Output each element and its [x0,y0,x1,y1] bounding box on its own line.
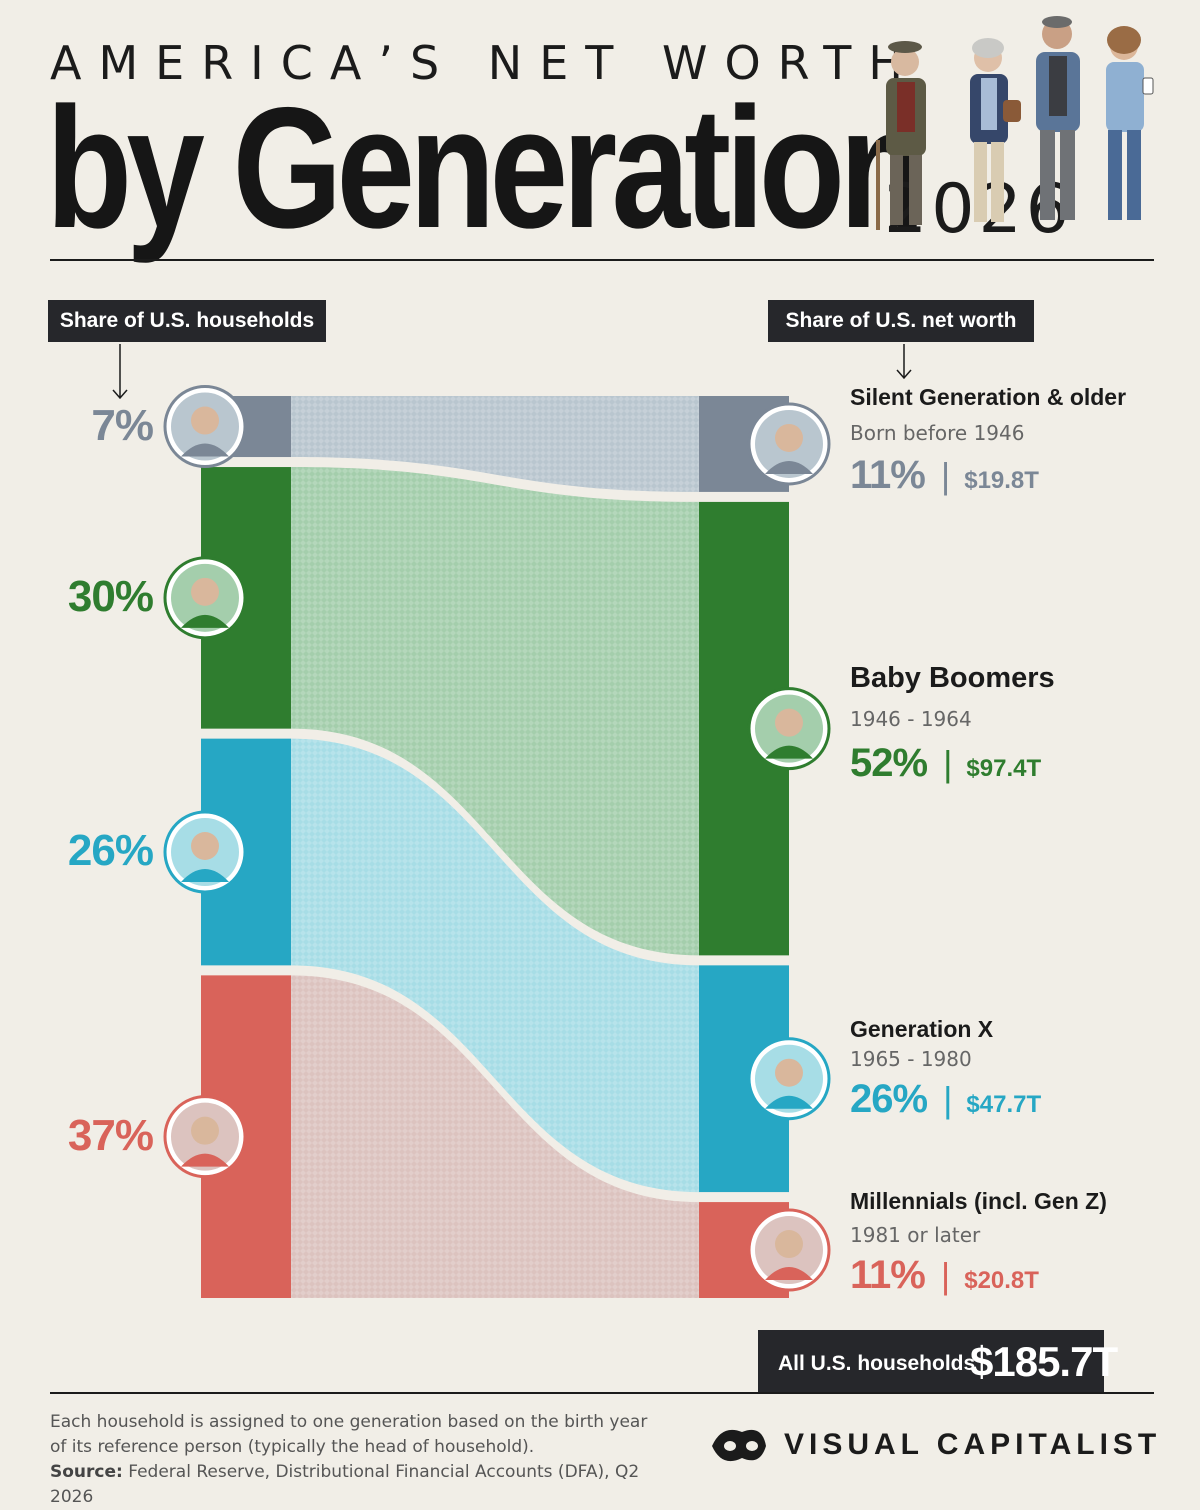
avatar-body-icon [181,869,229,882]
flow-texture-genx [291,738,699,1193]
household-share-label-genx: 26% [67,826,154,875]
total-value: $185.7T [970,1338,1118,1385]
gen-years: Born before 1946 [850,421,1025,445]
gen-stat: 26% | $47.7T [850,1077,1042,1121]
page-title: by Generation [46,72,925,264]
networth-share-label: 52% [850,741,928,785]
total-label: All U.S. households [778,1352,976,1375]
household-share-label-boomers: 30% [67,571,154,621]
gen-years: 1981 or later [850,1223,981,1247]
avatar-left-genx [163,810,247,894]
axis-arrows [112,344,912,400]
avatar-body-icon [181,614,229,628]
avatar-face-icon [775,1230,803,1259]
footer-rule [50,1392,1154,1394]
gen-info-silent: Silent Generation & older Born before 19… [850,384,1126,498]
total-badge: All U.S. households $185.7T [758,1330,1118,1394]
supertitle: AMERICA’S NET WORTH [50,36,920,90]
avatar-left-millennials [163,1095,247,1179]
flow-texture-millennials [291,975,699,1298]
household-share-label-millennials: 37% [67,1110,154,1160]
avatar-body-icon [765,1267,813,1281]
avatar-right-boomers [747,687,831,771]
networth-value-label: $19.8T [964,467,1039,494]
gen-name: Generation X [850,1016,994,1042]
avatar-face-icon [191,832,219,860]
networth-value-label: $20.8T [964,1267,1039,1294]
networth-share-label: 26% [850,1077,928,1121]
avatar-left-boomers [163,556,247,640]
gen-info-millennials: Millennials (incl. Gen Z) 1981 or later … [850,1188,1107,1298]
left-axis-label: Share of U.S. households [48,300,326,342]
avatar-body-icon [181,1153,229,1167]
household-share-label-silent: 7% [91,400,154,450]
gen-name: Silent Generation & older [850,384,1127,410]
footnote: Each household is assigned to one genera… [50,1410,650,1510]
avatar-body-icon [765,460,813,474]
avatar-face-icon [191,1116,219,1145]
gen-years: 1965 - 1980 [850,1047,972,1071]
right-arrow-icon [896,344,912,380]
avatar-face-icon [775,423,803,452]
avatar-body-icon [181,443,229,457]
left-arrow-icon [112,344,128,400]
source-label: Source: [50,1462,123,1482]
avatar-face-icon [775,708,803,737]
flow-texture-silent [291,396,699,492]
gen-stat: 52% | $97.4T [850,741,1042,785]
networth-share-label: 11% [850,1253,926,1297]
networth-value-label: $47.7T [966,1091,1042,1118]
avatar-right-silent [747,402,831,486]
avatar-body-icon [765,745,813,759]
avatar-face-icon [191,577,219,606]
source-text: Federal Reserve, Distributional Financia… [50,1462,640,1507]
avatar-face-icon [775,1058,803,1087]
avatar-face-icon [191,406,219,435]
flow-texture-boomers [291,467,699,956]
brand-name: VISUAL CAPITALIST [784,1428,1162,1461]
avatar-left-silent [163,385,247,469]
right-axis-label: Share of U.S. net worth [768,300,1034,342]
avatar-right-genx [747,1037,831,1121]
gen-info-boomers: Baby Boomers 1946 - 1964 52% | $97.4T [850,662,1055,786]
networth-share-label: 11% [850,453,926,497]
gen-name: Baby Boomers [850,662,1055,694]
avatar-body-icon [765,1095,813,1109]
networth-value-label: $97.4T [966,755,1042,782]
footnote-text: Each household is assigned to one genera… [50,1412,648,1457]
gen-years: 1946 - 1964 [850,707,972,731]
gen-stat: 11% | $20.8T [850,1253,1039,1297]
avatar-right-millennials [747,1208,831,1292]
gen-name: Millennials (incl. Gen Z) [850,1188,1107,1214]
gen-info-genx: Generation X 1965 - 1980 26% | $47.7T [850,1016,1041,1122]
header-rule [50,259,1154,261]
gen-stat: 11% | $19.8T [850,453,1039,497]
